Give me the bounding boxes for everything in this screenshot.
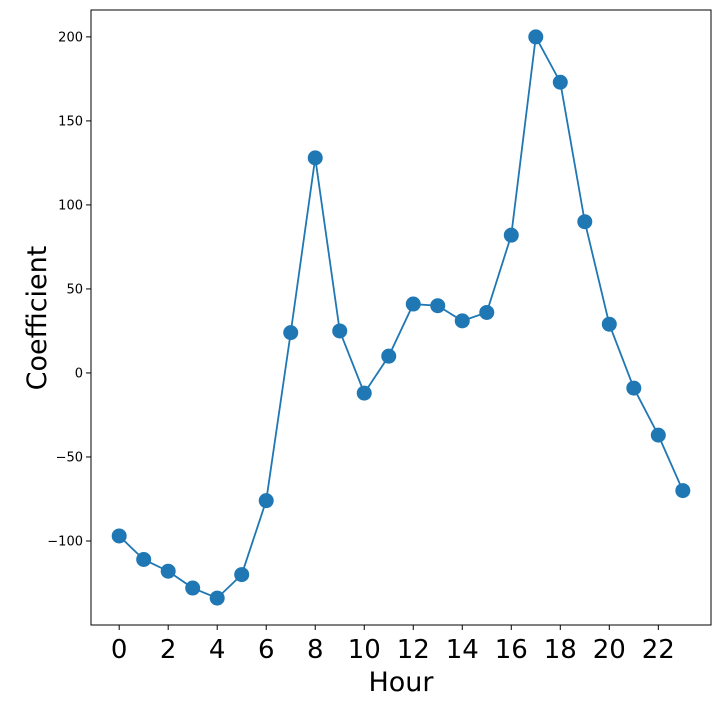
data-point: [234, 567, 250, 583]
y-tick-label: 50: [66, 282, 83, 297]
x-tick-label: 12: [397, 635, 430, 665]
data-point: [381, 348, 397, 364]
data-point: [160, 563, 176, 579]
data-point: [552, 74, 568, 90]
data-point: [577, 214, 593, 230]
x-axis: 0 2 4 6 8 10 12 14 16 18 20 22: [111, 625, 675, 665]
x-tick-label: 0: [111, 635, 128, 665]
data-point: [111, 528, 127, 544]
x-tick-label: 2: [160, 635, 177, 665]
y-tick-label: −100: [47, 534, 83, 549]
y-axis: −100 −50 0 50 100 150 200: [47, 30, 91, 549]
data-point: [650, 427, 666, 443]
y-tick-label: 100: [58, 198, 83, 213]
data-point: [136, 551, 152, 567]
x-tick-label: 8: [307, 635, 324, 665]
data-point: [258, 493, 274, 509]
x-tick-label: 18: [544, 635, 577, 665]
x-axis-label: Hour: [368, 667, 434, 698]
x-tick-label: 6: [258, 635, 275, 665]
y-tick-label: −50: [56, 450, 83, 465]
data-point: [479, 304, 495, 320]
data-point: [528, 29, 544, 45]
y-tick-label: 0: [75, 366, 83, 381]
data-point: [209, 590, 225, 606]
data-point: [332, 323, 348, 339]
series-layer: [111, 29, 691, 606]
data-point: [503, 227, 519, 243]
data-point: [405, 296, 421, 312]
y-tick-label: 150: [58, 114, 83, 129]
data-point: [601, 316, 617, 332]
y-axis-label: Coefficient: [22, 246, 53, 391]
data-point: [185, 580, 201, 596]
data-point: [675, 483, 691, 499]
x-tick-label: 20: [593, 635, 626, 665]
plot-frame: [90, 9, 712, 626]
data-point: [356, 385, 372, 401]
data-point: [626, 380, 642, 396]
x-tick-label: 4: [209, 635, 226, 665]
y-tick-label: 200: [58, 30, 83, 45]
data-point: [307, 150, 323, 166]
data-point: [283, 325, 299, 341]
x-tick-label: 14: [446, 635, 479, 665]
series-line: [118, 33, 684, 600]
x-tick-label: 10: [348, 635, 381, 665]
data-point: [430, 298, 446, 314]
data-point: [454, 313, 470, 329]
x-tick-label: 22: [642, 635, 675, 665]
x-tick-label: 16: [495, 635, 528, 665]
